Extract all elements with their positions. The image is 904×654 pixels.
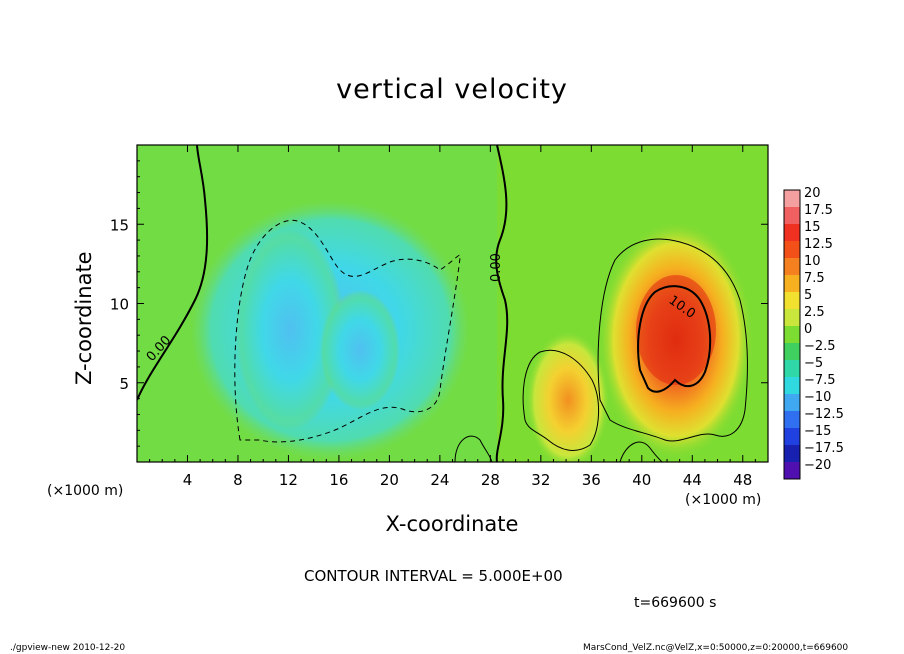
colorbar-label: −12.5	[804, 407, 844, 422]
colorbar-label: 15	[804, 220, 821, 235]
colorbar-label: 0	[804, 322, 812, 337]
x-tick-label: 16	[329, 471, 348, 489]
x-tick-label: 20	[380, 471, 399, 489]
x-tick-label: 40	[632, 471, 651, 489]
contour-label-2: 0.00	[489, 253, 504, 282]
colorbar-swatch	[784, 241, 800, 258]
colorbar-label: 17.5	[804, 203, 833, 218]
colorbar-label: 5	[804, 288, 812, 303]
contour-positive-10-main	[637, 285, 712, 393]
colorbar-label: 10	[804, 254, 821, 269]
colorbar-label: 20	[804, 186, 821, 201]
colorbar-swatch	[784, 207, 800, 224]
colorbar-label: 12.5	[804, 237, 833, 252]
colorbar-swatch	[784, 292, 800, 309]
y-axis: 5 10 15	[110, 160, 768, 447]
x-tick-label: 44	[683, 471, 702, 489]
x-tick-label: 8	[233, 471, 243, 489]
y-tick-label: 10	[110, 296, 129, 314]
colorbar-swatch	[784, 462, 800, 479]
x-tick-label: 12	[279, 471, 298, 489]
colorbar-swatch	[784, 224, 800, 241]
contour-interval-note: CONTOUR INTERVAL = 5.000E+00	[304, 567, 563, 585]
colorbar-swatch	[784, 326, 800, 343]
contour-positive-5-small	[522, 349, 600, 451]
colorbar-swatch	[784, 275, 800, 292]
y-axis-label: Z-coordinate	[72, 251, 96, 385]
colorbar-swatch	[784, 190, 800, 207]
updraft-region-small	[526, 330, 610, 462]
colorbar-swatch	[784, 428, 800, 445]
colorbar-label: 2.5	[804, 305, 825, 320]
x-tick-label: 24	[430, 471, 449, 489]
heatmap-field	[137, 145, 768, 462]
y-tick-label: 5	[119, 375, 129, 393]
colorbar-label: −15	[804, 424, 831, 439]
colorbar-label: −5	[804, 356, 823, 371]
colorbar-swatch	[784, 258, 800, 275]
x-unit-label-left: (×1000 m)	[47, 483, 124, 499]
colorbar-label: −7.5	[804, 373, 836, 388]
x-axis: 4 8 12 16 20 24 28 32 36 40 44 48	[149, 145, 756, 489]
colorbar-swatch	[784, 445, 800, 462]
time-stamp: t=669600 s	[634, 595, 717, 611]
colorbar-label: 7.5	[804, 271, 825, 286]
colorbar-swatch	[784, 343, 800, 360]
footer-left-text: ./gpview-new 2010-12-20	[10, 643, 126, 653]
x-tick-label: 4	[183, 471, 193, 489]
x-unit-label-right: (×1000 m)	[685, 492, 762, 508]
contour-zero-left	[137, 145, 209, 401]
footer-right-text: MarsCond_VelZ.nc@VelZ,x=0:50000,z=0:2000…	[583, 643, 849, 653]
chart-title: vertical velocity	[336, 74, 568, 105]
colorbar-label: −17.5	[804, 441, 844, 456]
x-tick-label: 48	[733, 471, 752, 489]
colorbar-label: −10	[804, 390, 831, 405]
colorbar-swatch	[784, 377, 800, 394]
colorbar-swatch	[784, 394, 800, 411]
contour-positive-5-main	[597, 238, 748, 442]
colorbar-label: −20	[804, 458, 831, 473]
x-tick-label: 32	[531, 471, 550, 489]
colorbar: 20 17.5 15 12.5 10 7.5 5 2.5 0 −2.5 −5 −7.5 −10 −12.5…	[783, 186, 844, 480]
colorbar-swatch	[784, 411, 800, 428]
colorbar-swatch	[784, 360, 800, 377]
contour-zero-center	[495, 145, 509, 462]
colorbar-label: −2.5	[804, 339, 836, 354]
x-axis-label: X-coordinate	[0, 512, 904, 536]
colorbar-swatch	[784, 309, 800, 326]
y-tick-label: 15	[110, 216, 129, 234]
x-tick-label: 28	[481, 471, 500, 489]
x-tick-label: 36	[582, 471, 601, 489]
colorbar-frame	[783, 189, 801, 480]
x-axis-label-text: X-coordinate	[385, 512, 519, 536]
